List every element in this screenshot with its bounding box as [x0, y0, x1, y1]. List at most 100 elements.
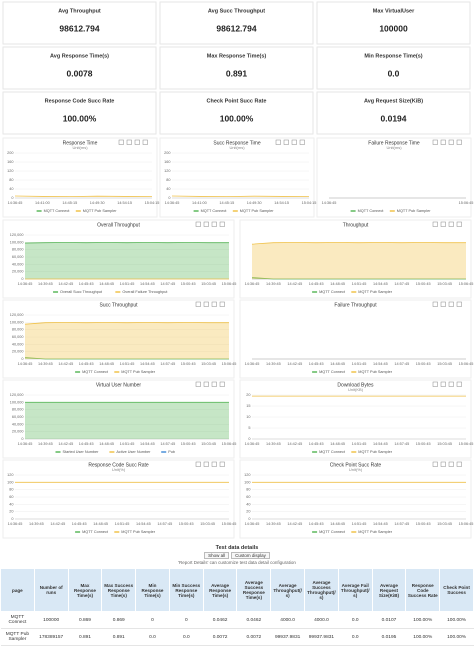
- x-tick-label: 14:36:45: [245, 522, 260, 526]
- y-tick-label: 120,000: [10, 313, 24, 317]
- toolbar-icon: [203, 381, 209, 387]
- table-cell: 99937.9831: [270, 628, 305, 646]
- stat-card: [159, 1, 314, 45]
- x-tick-label: 15:03:45: [200, 522, 215, 526]
- x-tick-label: 14:42:45: [50, 522, 65, 526]
- x-tick-label: 15:06:45: [459, 282, 474, 286]
- x-tick-label: 14:54:15: [117, 201, 132, 205]
- series-line: [14, 195, 153, 198]
- table-row: MQTT Pub Sampler 178389157 0.891 0.891 0.0 0.…: [0, 628, 474, 646]
- stat-label: Avg Request Size(KiB): [364, 98, 423, 104]
- chart-title: Succ Response Time: [213, 140, 260, 146]
- y-tick-label: 80: [9, 488, 13, 492]
- x-tick-label: 14:45:45: [79, 282, 94, 286]
- toolbar-icon: [195, 221, 201, 227]
- legend-label: MQTT Pub Sampler: [121, 530, 155, 534]
- table-cell: 99937.9831: [304, 628, 339, 646]
- x-tick-label: 14:51:45: [352, 522, 367, 526]
- column-header: Check Point Success: [439, 568, 474, 612]
- toolbar-icon: [126, 139, 132, 145]
- series-line: [171, 195, 310, 198]
- x-tick-label: 14:54:45: [140, 442, 155, 446]
- y-tick-label: 160: [7, 160, 13, 164]
- toolbar-icon: [291, 139, 297, 145]
- stat-card: [316, 1, 471, 45]
- x-tick-label: 14:42:45: [287, 282, 302, 286]
- y-tick-label: 40: [246, 502, 250, 506]
- button[interactable]: Custom display: [231, 552, 270, 559]
- x-tick-label: 15:03:45: [437, 442, 452, 446]
- legend-label: MQTT Pub Sampler: [121, 370, 155, 374]
- legend-label: MQTT Connect: [319, 530, 346, 534]
- x-tick-label: 14:48:45: [330, 282, 345, 286]
- chart-frame: [2, 137, 158, 218]
- table-cell: 100000: [34, 611, 69, 629]
- toolbar-icon: [275, 139, 281, 145]
- chart-title: Response Time: [63, 140, 98, 146]
- x-tick-label: 14:54:15: [274, 201, 289, 205]
- table-cell: 0.891: [68, 628, 102, 646]
- x-tick-label: 14:36:45: [8, 201, 23, 205]
- stat-value: 98612.794: [216, 23, 256, 33]
- x-tick-label: 14:39:45: [29, 522, 44, 526]
- stat-label: Max VirtualUser: [373, 8, 415, 14]
- table-cell: 100.00%: [405, 611, 440, 629]
- x-tick-label: 14:48:45: [99, 282, 114, 286]
- toolbar-icon: [203, 461, 209, 467]
- toolbar-icon: [440, 139, 446, 145]
- x-tick-label: 14:36:45: [245, 442, 260, 446]
- x-tick-label: 14:57:45: [394, 442, 409, 446]
- x-tick-label: 14:57:45: [160, 362, 175, 366]
- chart-title: Overall Throughput: [97, 222, 140, 228]
- legend-label: MQTT Pub Sampler: [358, 530, 392, 534]
- toolbar-icon: [448, 461, 454, 467]
- table-cell: 0.0: [338, 628, 373, 646]
- x-tick-label: 14:48:45: [93, 522, 108, 526]
- x-tick-label: 14:42:45: [287, 522, 302, 526]
- x-tick-label: 15:06:45: [459, 442, 474, 446]
- x-tick-label: 14:45:45: [79, 362, 94, 366]
- column-header: Min Response Time(s): [135, 568, 170, 612]
- x-tick-label: 14:45:45: [309, 442, 324, 446]
- toolbar-icon: [211, 301, 217, 307]
- x-tick-label: 14:41:00: [35, 201, 50, 205]
- column-header: Min Success Response Time(s): [168, 568, 204, 612]
- y-tick-label: 20: [246, 393, 250, 397]
- column-header: Average Success Throughput(/s): [304, 568, 339, 612]
- x-tick-label: 14:36:45: [245, 362, 260, 366]
- y-tick-label: 60: [246, 495, 250, 499]
- table-cell: 0.0195: [372, 628, 406, 646]
- x-tick-label: 14:45:45: [79, 442, 94, 446]
- toolbar-icon: [299, 139, 305, 145]
- chart-title: Virtual User Number: [96, 382, 142, 388]
- toolbar-icon: [211, 461, 217, 467]
- x-tick-label: 14:39:45: [38, 282, 53, 286]
- chart-frame: [239, 379, 472, 459]
- toolbar-icon: [432, 461, 438, 467]
- toolbar-icon: [219, 221, 225, 227]
- chart-frame: [2, 219, 235, 299]
- y-tick-label: 10: [246, 415, 250, 419]
- column-header: Number of runs: [33, 568, 69, 612]
- x-tick-label: 14:48:45: [330, 362, 345, 366]
- y-tick-label: 100: [244, 480, 250, 484]
- column-header: Average Success Response Time(s): [236, 568, 272, 612]
- y-tick-label: 0: [21, 277, 23, 281]
- chart-title: Failure Response Time: [368, 140, 420, 146]
- x-tick-label: 15:06:45: [459, 522, 474, 526]
- toolbar-icon: [432, 221, 438, 227]
- y-tick-label: 20: [246, 510, 250, 514]
- y-tick-label: 80: [9, 178, 13, 182]
- y-tick-label: 0: [168, 196, 170, 200]
- toolbar-icon: [195, 461, 201, 467]
- button[interactable]: Show all: [204, 552, 230, 559]
- legend-label: MQTT Connect: [319, 370, 346, 374]
- details: Test data details Show all Custom display…: [0, 545, 474, 646]
- stat-label: Max Response Time(s): [207, 53, 267, 59]
- x-tick-label: 15:00:45: [416, 442, 431, 446]
- y-tick-label: 100,000: [10, 400, 24, 404]
- x-tick-label: 15:03:45: [437, 282, 452, 286]
- x-tick-label: 14:45:45: [72, 522, 87, 526]
- toolbar-icon: [211, 221, 217, 227]
- x-tick-label: 15:03:45: [201, 282, 216, 286]
